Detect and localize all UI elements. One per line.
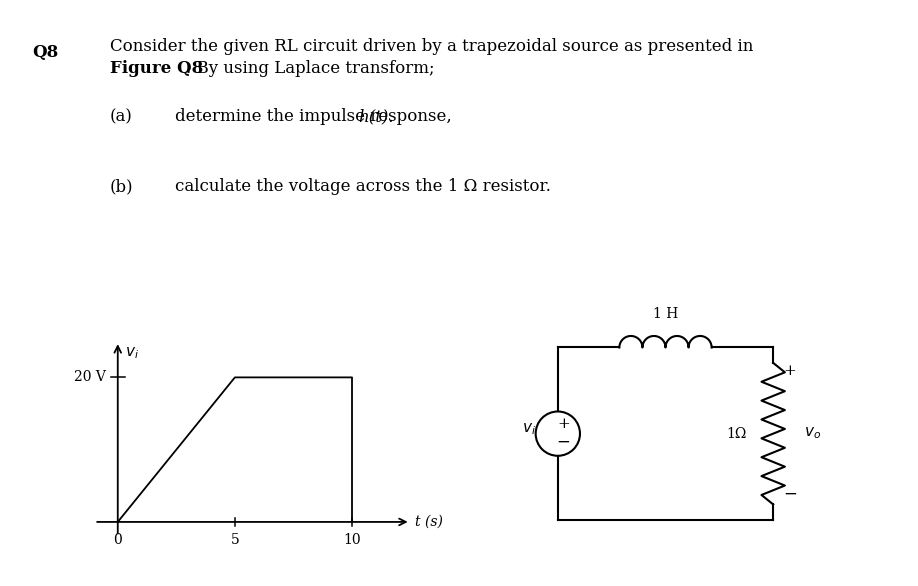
Text: 1Ω: 1Ω	[727, 427, 747, 441]
Text: (b): (b)	[110, 178, 134, 195]
Text: −: −	[783, 486, 797, 503]
Text: Q8: Q8	[32, 44, 58, 61]
Text: . By using Laplace transform;: . By using Laplace transform;	[186, 60, 434, 77]
Text: Consider the given RL circuit driven by a trapezoidal source as presented in: Consider the given RL circuit driven by …	[110, 38, 754, 55]
Text: Figure Q8: Figure Q8	[110, 60, 203, 77]
Text: 10: 10	[343, 533, 361, 547]
Text: determine the impulse response,: determine the impulse response,	[175, 108, 457, 125]
Text: −: −	[556, 434, 570, 451]
Text: t (s): t (s)	[415, 515, 443, 529]
Text: +: +	[784, 364, 797, 379]
Text: 0: 0	[114, 533, 122, 547]
Text: $v_i$: $v_i$	[125, 345, 139, 360]
Text: 1 H: 1 H	[653, 307, 678, 321]
Text: h(t).: h(t).	[358, 108, 394, 125]
Text: 5: 5	[230, 533, 240, 547]
Text: calculate the voltage across the 1 Ω resistor.: calculate the voltage across the 1 Ω res…	[175, 178, 551, 195]
Text: $v_i$: $v_i$	[521, 421, 535, 437]
Text: +: +	[557, 417, 570, 431]
Text: (a): (a)	[110, 108, 133, 125]
Text: 20 V: 20 V	[74, 370, 106, 384]
Text: $v_o$: $v_o$	[804, 426, 821, 441]
